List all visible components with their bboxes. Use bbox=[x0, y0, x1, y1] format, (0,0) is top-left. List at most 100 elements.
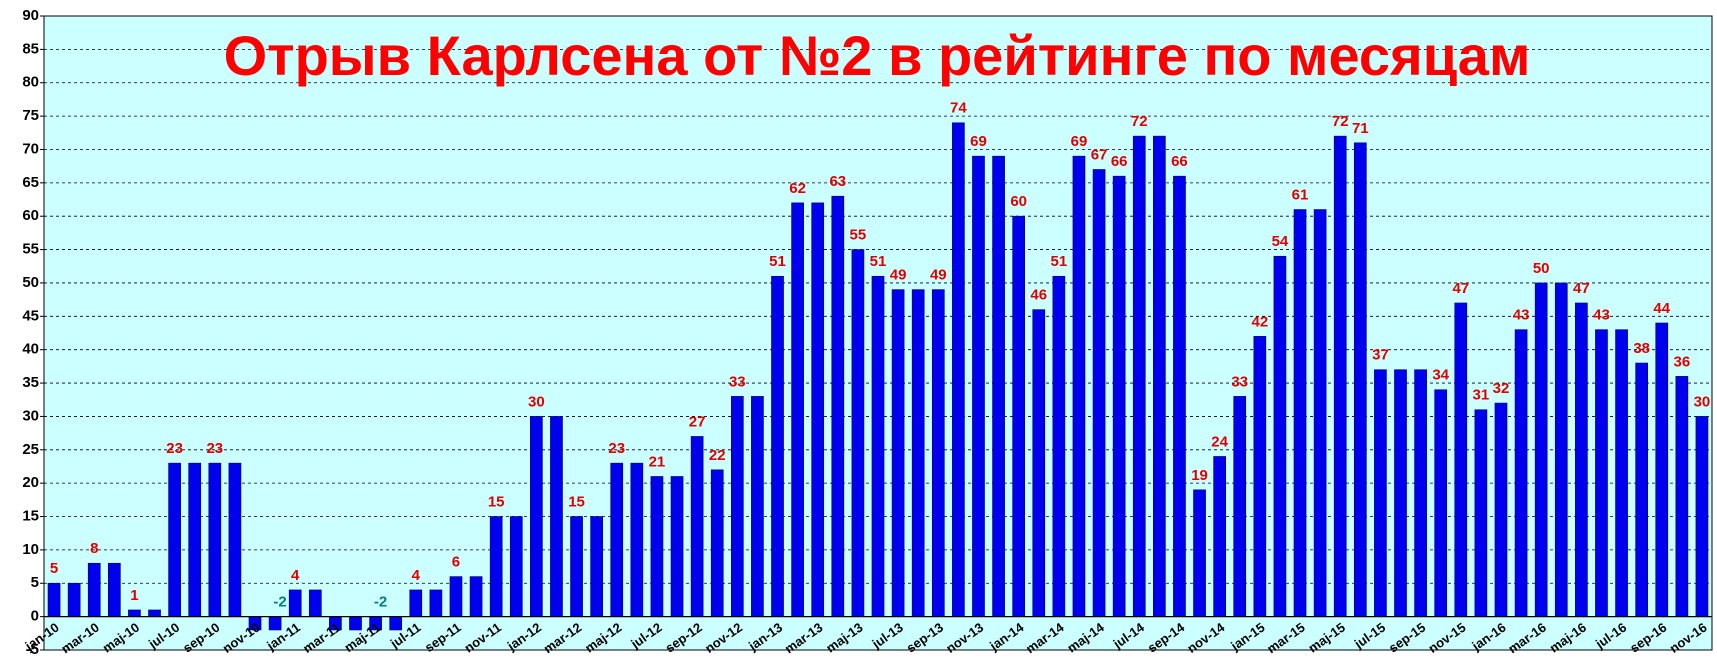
bar bbox=[469, 576, 483, 617]
bar bbox=[1554, 282, 1568, 617]
bar bbox=[851, 249, 865, 617]
bar bbox=[67, 582, 81, 617]
data-label: 62 bbox=[789, 180, 806, 197]
data-label: 69 bbox=[1071, 133, 1088, 150]
data-label: 67 bbox=[1091, 146, 1108, 163]
bar bbox=[1193, 489, 1206, 617]
bar bbox=[1012, 215, 1026, 617]
data-label: 54 bbox=[1272, 233, 1289, 250]
data-label: 22 bbox=[709, 447, 726, 464]
bar bbox=[1032, 309, 1046, 617]
bar bbox=[1132, 135, 1146, 617]
y-tick-label: 55 bbox=[22, 241, 39, 258]
data-label: 49 bbox=[890, 267, 907, 284]
y-tick-label: 65 bbox=[22, 174, 39, 191]
y-tick-label: -5 bbox=[26, 641, 39, 658]
y-tick-label: 70 bbox=[22, 140, 39, 157]
data-label: 43 bbox=[1593, 307, 1610, 324]
bar bbox=[1514, 329, 1528, 617]
bar bbox=[590, 516, 603, 617]
data-label: 23 bbox=[166, 440, 183, 457]
data-label: 24 bbox=[1211, 433, 1228, 450]
bar bbox=[1635, 362, 1648, 617]
data-label: 61 bbox=[1292, 187, 1309, 204]
data-label: 33 bbox=[729, 373, 746, 390]
y-tick-label: 80 bbox=[22, 74, 39, 91]
bar bbox=[1273, 255, 1287, 617]
bar bbox=[1233, 396, 1247, 617]
data-label: 50 bbox=[1533, 260, 1550, 277]
data-label: 8 bbox=[90, 540, 98, 557]
bar bbox=[449, 576, 463, 617]
bar bbox=[630, 462, 644, 617]
bar bbox=[1333, 135, 1347, 617]
bar bbox=[188, 462, 202, 617]
bar bbox=[952, 122, 965, 617]
y-tick-label: 15 bbox=[22, 507, 39, 524]
data-label: 36 bbox=[1674, 353, 1691, 370]
bar bbox=[389, 616, 403, 631]
bar bbox=[1374, 369, 1387, 617]
data-label: 72 bbox=[1332, 113, 1349, 130]
data-label: 34 bbox=[1432, 367, 1449, 384]
bar bbox=[1072, 155, 1086, 617]
data-label: 30 bbox=[1694, 393, 1711, 410]
y-tick-label: 20 bbox=[22, 474, 39, 491]
data-label: 55 bbox=[850, 227, 867, 244]
bar bbox=[429, 589, 443, 617]
data-label: 66 bbox=[1171, 153, 1188, 170]
bar bbox=[1575, 302, 1588, 617]
bar bbox=[1353, 142, 1367, 617]
y-tick-label: 10 bbox=[22, 541, 39, 558]
bar bbox=[771, 275, 784, 617]
bar bbox=[1052, 275, 1066, 617]
y-tick-label: 5 bbox=[31, 574, 39, 591]
data-label: 27 bbox=[689, 413, 706, 430]
bar bbox=[1213, 456, 1226, 617]
bar bbox=[891, 289, 905, 617]
bar bbox=[690, 436, 704, 617]
data-label: -2 bbox=[273, 594, 286, 611]
bar bbox=[509, 516, 523, 617]
y-tick-label: 75 bbox=[22, 107, 39, 124]
y-tick-label: 40 bbox=[22, 341, 39, 358]
data-label: 72 bbox=[1131, 113, 1148, 130]
data-label: 60 bbox=[1010, 193, 1027, 210]
data-label: 4 bbox=[412, 567, 421, 584]
bar bbox=[1112, 175, 1126, 617]
bar bbox=[1615, 329, 1628, 617]
data-label: 47 bbox=[1573, 280, 1590, 297]
bar bbox=[288, 589, 302, 617]
data-label: 31 bbox=[1473, 387, 1490, 404]
data-label: 46 bbox=[1030, 287, 1047, 304]
data-label: 23 bbox=[608, 440, 625, 457]
bar bbox=[1474, 409, 1488, 617]
y-tick-label: 85 bbox=[22, 40, 39, 57]
y-tick-label: 45 bbox=[22, 307, 39, 324]
data-label: 38 bbox=[1633, 340, 1650, 357]
chart-title: Отрыв Карлсена от №2 в рейтинге по месяц… bbox=[224, 24, 1531, 87]
data-label: 23 bbox=[206, 440, 223, 457]
bar bbox=[1313, 209, 1327, 617]
data-label: 49 bbox=[930, 267, 947, 284]
data-label: 42 bbox=[1251, 313, 1268, 330]
bar bbox=[308, 589, 322, 617]
bar bbox=[972, 155, 985, 617]
bar bbox=[1394, 369, 1407, 617]
bar bbox=[831, 195, 845, 617]
bar bbox=[1153, 135, 1166, 617]
bar bbox=[871, 275, 885, 617]
bar bbox=[811, 202, 825, 617]
bar bbox=[1434, 389, 1448, 617]
bar bbox=[751, 396, 764, 617]
bar bbox=[87, 562, 101, 617]
data-label: 71 bbox=[1352, 120, 1369, 137]
bar bbox=[1253, 336, 1267, 617]
bar bbox=[791, 202, 804, 617]
bar bbox=[148, 609, 161, 617]
y-tick-label: 35 bbox=[22, 374, 39, 391]
data-label: 47 bbox=[1452, 280, 1469, 297]
data-label: 30 bbox=[528, 393, 545, 410]
data-label: 32 bbox=[1493, 380, 1510, 397]
